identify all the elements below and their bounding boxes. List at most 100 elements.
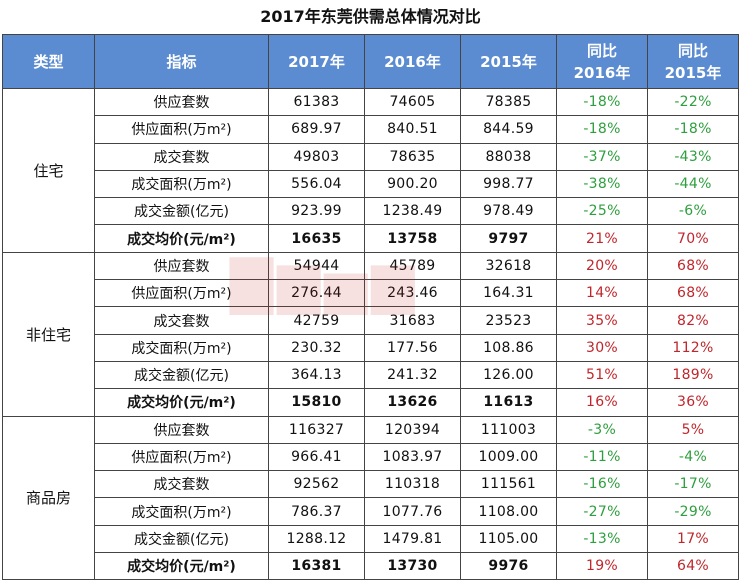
metric-cell: 成交套数	[94, 470, 269, 499]
yoy-2016-cell: -13%	[556, 524, 648, 554]
metric-cell: 供应套数	[94, 415, 269, 444]
value-2016-cell: 840.51	[364, 115, 461, 144]
header-yoy-2015: 同比 2015年	[647, 34, 739, 89]
value-2017-cell: 689.97	[268, 115, 365, 144]
header-metric: 指标	[94, 34, 269, 89]
metric-cell: 成交套数	[94, 306, 269, 335]
header-type: 类型	[2, 34, 95, 89]
value-2017-cell: 15810	[268, 388, 365, 417]
metric-cell: 成交套数	[94, 142, 269, 171]
table-row: 成交面积(万m²) 786.37 1077.76 1108.00 -27% -29%	[3, 497, 739, 526]
value-2017-cell: 276.44	[268, 279, 365, 308]
table-row: 供应面积(万m²) 276.44 243.46 164.31 14% 68%	[3, 279, 739, 308]
yoy-2016-cell: 14%	[556, 279, 648, 308]
yoy-2015-cell: -44%	[647, 169, 739, 199]
yoy-2016-cell: 20%	[556, 251, 648, 281]
yoy-2015-cell: -18%	[647, 115, 739, 144]
value-2016-cell: 110318	[364, 470, 461, 499]
value-2016-cell: 74605	[364, 87, 461, 117]
value-2017-cell: 92562	[268, 470, 365, 499]
value-2017-cell: 230.32	[268, 333, 365, 362]
value-2016-cell: 13626	[364, 388, 461, 417]
value-2015-cell: 9797	[460, 224, 557, 253]
yoy-2016-cell: -16%	[556, 470, 648, 499]
value-2017-cell: 54944	[268, 251, 365, 281]
yoy-2015-cell: 5%	[647, 415, 739, 444]
table-row: 供应面积(万m²) 966.41 1083.97 1009.00 -11% -4%	[3, 442, 739, 472]
yoy-2016-cell: 51%	[556, 360, 648, 390]
value-2017-cell: 49803	[268, 142, 365, 171]
header-row: 类型 指标 2017年 2016年 2015年 同比 2016年 同比 2015…	[2, 34, 739, 89]
value-2016-cell: 13758	[364, 224, 461, 253]
yoy-2015-cell: 17%	[647, 524, 739, 554]
table-row: 住宅 供应套数 61383 74605 78385 -18% -22%	[2, 87, 739, 253]
yoy-2015-cell: -17%	[647, 470, 739, 499]
type-cell: 商品房	[2, 415, 95, 581]
table-row: 成交套数 49803 78635 88038 -37% -43%	[3, 142, 739, 171]
value-2017-cell: 1288.12	[268, 524, 365, 554]
value-2015-cell: 1105.00	[460, 524, 557, 554]
yoy-2015-cell: 189%	[647, 360, 739, 390]
yoy-2016-cell: -18%	[556, 115, 648, 144]
value-2015-cell: 998.77	[460, 169, 557, 199]
table-row: 成交面积(万m²) 230.32 177.56 108.86 30% 112%	[3, 333, 739, 362]
value-2015-cell: 9976	[460, 552, 557, 581]
value-2015-cell: 978.49	[460, 197, 557, 226]
supply-demand-table: 类型 指标 2017年 2016年 2015年 同比 2016年 同比 2015…	[2, 34, 739, 581]
metric-cell: 供应面积(万m²)	[94, 279, 269, 308]
yoy-2016-cell: 16%	[556, 388, 648, 417]
value-2016-cell: 241.32	[364, 360, 461, 390]
header-yoy-2016: 同比 2016年	[556, 34, 648, 89]
value-2016-cell: 177.56	[364, 333, 461, 362]
value-2017-cell: 116327	[268, 415, 365, 444]
table-row: 商品房 供应套数 116327 120394 111003 -3% 5%	[2, 415, 739, 581]
metric-cell: 成交金额(亿元)	[94, 360, 269, 390]
yoy-2015-cell: -22%	[647, 87, 739, 117]
table-row: 成交面积(万m²) 556.04 900.20 998.77 -38% -44%	[3, 169, 739, 199]
value-2015-cell: 111561	[460, 470, 557, 499]
value-2015-cell: 23523	[460, 306, 557, 335]
value-2017-cell: 556.04	[268, 169, 365, 199]
yoy-2015-cell: -4%	[647, 442, 739, 472]
header-2015: 2015年	[460, 34, 557, 89]
value-2015-cell: 108.86	[460, 333, 557, 362]
value-2015-cell: 1108.00	[460, 497, 557, 526]
yoy-2015-cell: -29%	[647, 497, 739, 526]
value-2015-cell: 1009.00	[460, 442, 557, 472]
yoy-2015-cell: 36%	[647, 388, 739, 417]
table-row: 成交均价(元/m²) 16635 13758 9797 21% 70%	[3, 224, 739, 253]
value-2015-cell: 32618	[460, 251, 557, 281]
value-2015-cell: 111003	[460, 415, 557, 444]
value-2017-cell: 42759	[268, 306, 365, 335]
metric-cell: 供应面积(万m²)	[94, 442, 269, 472]
metric-cell: 供应套数	[94, 251, 269, 281]
header-2016: 2016年	[364, 34, 461, 89]
value-2016-cell: 78635	[364, 142, 461, 171]
metric-cell: 成交面积(万m²)	[94, 169, 269, 199]
value-2016-cell: 1479.81	[364, 524, 461, 554]
yoy-2015-cell: 82%	[647, 306, 739, 335]
yoy-2015-cell: 70%	[647, 224, 739, 253]
header-2017: 2017年	[268, 34, 365, 89]
yoy-2015-cell: 68%	[647, 251, 739, 281]
table-row: 非住宅 供应套数 54944 45789 32618 20% 68%	[2, 251, 739, 417]
table-row: 成交均价(元/m²) 15810 13626 11613 16% 36%	[3, 388, 739, 417]
value-2017-cell: 16381	[268, 552, 365, 581]
yoy-2016-cell: 30%	[556, 333, 648, 362]
yoy-2016-cell: -38%	[556, 169, 648, 199]
yoy-2015-cell: 112%	[647, 333, 739, 362]
value-2016-cell: 1077.76	[364, 497, 461, 526]
metric-cell: 成交均价(元/m²)	[94, 552, 269, 581]
value-2016-cell: 1083.97	[364, 442, 461, 472]
value-2016-cell: 45789	[364, 251, 461, 281]
value-2015-cell: 88038	[460, 142, 557, 171]
table-row: 成交金额(亿元) 923.99 1238.49 978.49 -25% -6%	[3, 197, 739, 226]
value-2016-cell: 13730	[364, 552, 461, 581]
table-row: 成交套数 42759 31683 23523 35% 82%	[3, 306, 739, 335]
table-row: 成交金额(亿元) 1288.12 1479.81 1105.00 -13% 17%	[3, 524, 739, 554]
value-2016-cell: 31683	[364, 306, 461, 335]
value-2016-cell: 900.20	[364, 169, 461, 199]
value-2016-cell: 120394	[364, 415, 461, 444]
value-2017-cell: 61383	[268, 87, 365, 117]
value-2016-cell: 1238.49	[364, 197, 461, 226]
